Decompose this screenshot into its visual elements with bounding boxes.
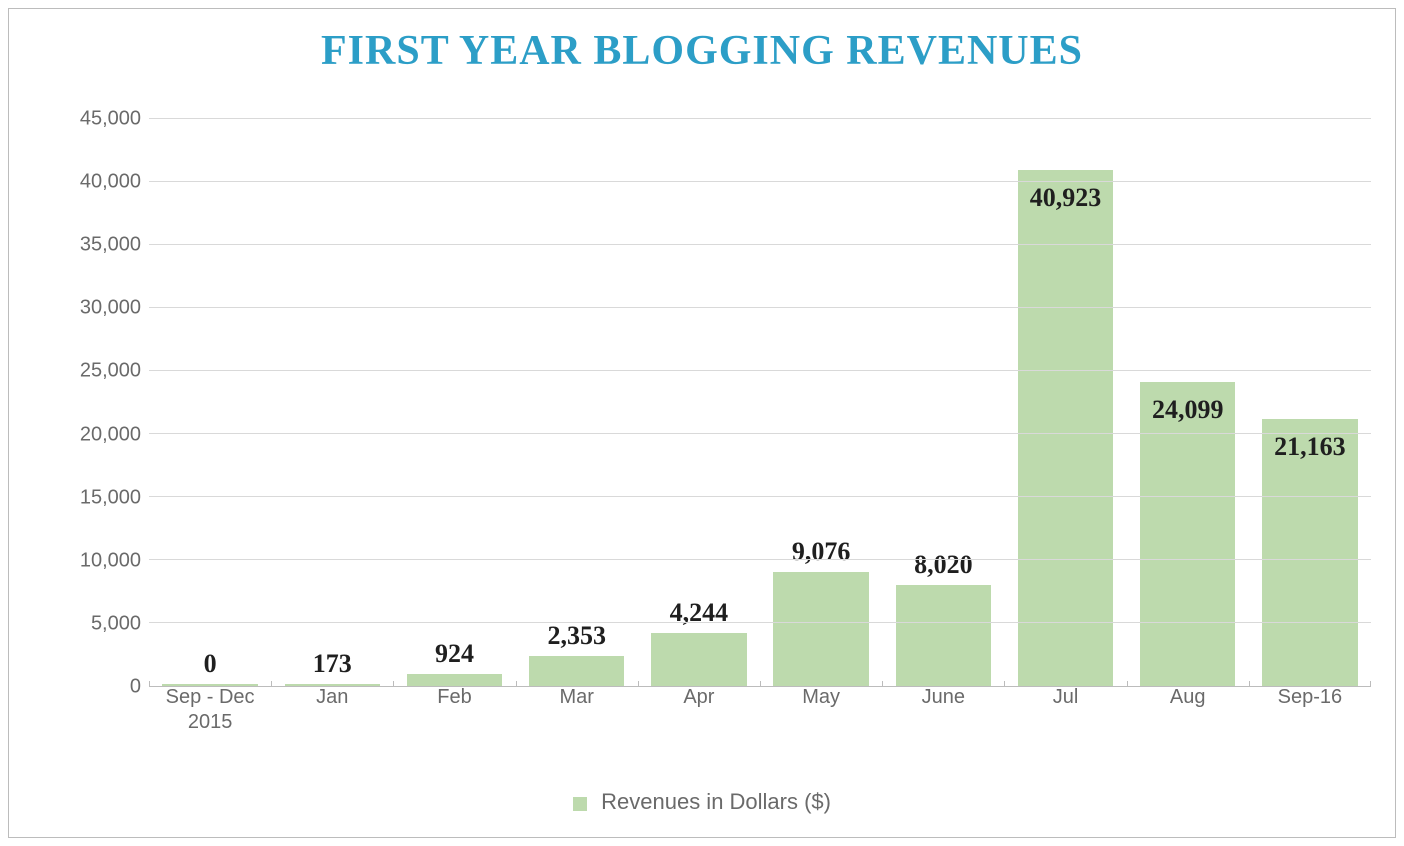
bar-slot: 4,244: [638, 119, 760, 686]
y-tick-label: 10,000: [80, 549, 141, 572]
bar-value-label: 924: [435, 639, 474, 669]
bar-slot: 0: [149, 119, 271, 686]
x-tick-label: Jul: [1004, 677, 1126, 735]
y-gridline: [149, 496, 1371, 497]
x-axis: Sep - Dec2015JanFebMarAprMayJuneJulAugSe…: [149, 677, 1371, 735]
bar-slot: 9,076: [760, 119, 882, 686]
chart-title: FIRST YEAR BLOGGING REVENUES: [9, 27, 1395, 75]
x-tick-label: Feb: [393, 677, 515, 735]
y-gridline: [149, 181, 1371, 182]
y-gridline: [149, 244, 1371, 245]
bar-value-label: 21,163: [1274, 432, 1346, 462]
y-tick-label: 25,000: [80, 360, 141, 383]
x-tick-label: June: [882, 677, 1004, 735]
bar-slot: 24,099: [1127, 119, 1249, 686]
bar-value-label: 4,244: [670, 598, 729, 628]
bar-value-label: 40,923: [1030, 183, 1102, 213]
bar: 40,923: [1018, 170, 1113, 686]
x-tick-label: Apr: [638, 677, 760, 735]
x-tick-label: Sep - Dec2015: [149, 677, 271, 735]
bar-slot: 2,353: [516, 119, 638, 686]
bars-row: 0 173 924 2,353 4,244 9,076 8,020 40,923 24,099 2…: [149, 119, 1371, 686]
x-tick-label: Mar: [516, 677, 638, 735]
y-gridline: [149, 370, 1371, 371]
plot-area: 0 173 924 2,353 4,244 9,076 8,020 40,923 24,099 2…: [149, 119, 1371, 687]
legend-label: Revenues in Dollars ($): [601, 789, 831, 814]
legend: Revenues in Dollars ($): [9, 789, 1395, 815]
bar-value-label: 9,076: [792, 537, 851, 567]
bar: 21,163: [1262, 419, 1357, 686]
bar: 8,020: [896, 585, 991, 686]
y-gridline: [149, 307, 1371, 308]
bar-value-label: 8,020: [914, 550, 973, 580]
bar-value-label: 173: [313, 649, 352, 679]
y-tick-label: 40,000: [80, 171, 141, 194]
x-tick-label: Sep-16: [1249, 677, 1371, 735]
y-gridline: [149, 559, 1371, 560]
y-tick-label: 15,000: [80, 486, 141, 509]
x-tick-label: Jan: [271, 677, 393, 735]
y-tick-label: 45,000: [80, 108, 141, 131]
y-tick-label: 0: [130, 676, 141, 699]
bar-slot: 40,923: [1004, 119, 1126, 686]
y-gridline: [149, 118, 1371, 119]
bar: 24,099: [1140, 382, 1235, 686]
bar: 9,076: [773, 572, 868, 686]
y-gridline: [149, 433, 1371, 434]
y-tick-label: 5,000: [91, 612, 141, 635]
bar-value-label: 2,353: [547, 621, 606, 651]
y-axis: 05,00010,00015,00020,00025,00030,00035,0…: [49, 119, 149, 687]
bar-slot: 8,020: [882, 119, 1004, 686]
y-tick-label: 35,000: [80, 234, 141, 257]
bar-slot: 924: [393, 119, 515, 686]
y-gridline: [149, 622, 1371, 623]
x-tick-label: May: [760, 677, 882, 735]
bar-value-label: 24,099: [1152, 395, 1224, 425]
y-tick-label: 20,000: [80, 423, 141, 446]
chart-container: FIRST YEAR BLOGGING REVENUES 0 5,000 10,00…: [8, 8, 1396, 838]
x-tick-label: Aug: [1127, 677, 1249, 735]
plot-wrap: 0 5,000 10,000 15,000 20,000 25,000 30,000 35,0…: [49, 119, 1371, 727]
bar-slot: 173: [271, 119, 393, 686]
legend-swatch: [573, 797, 587, 811]
bar-slot: 21,163: [1249, 119, 1371, 686]
y-tick-label: 30,000: [80, 297, 141, 320]
bar-value-label: 0: [204, 649, 217, 679]
